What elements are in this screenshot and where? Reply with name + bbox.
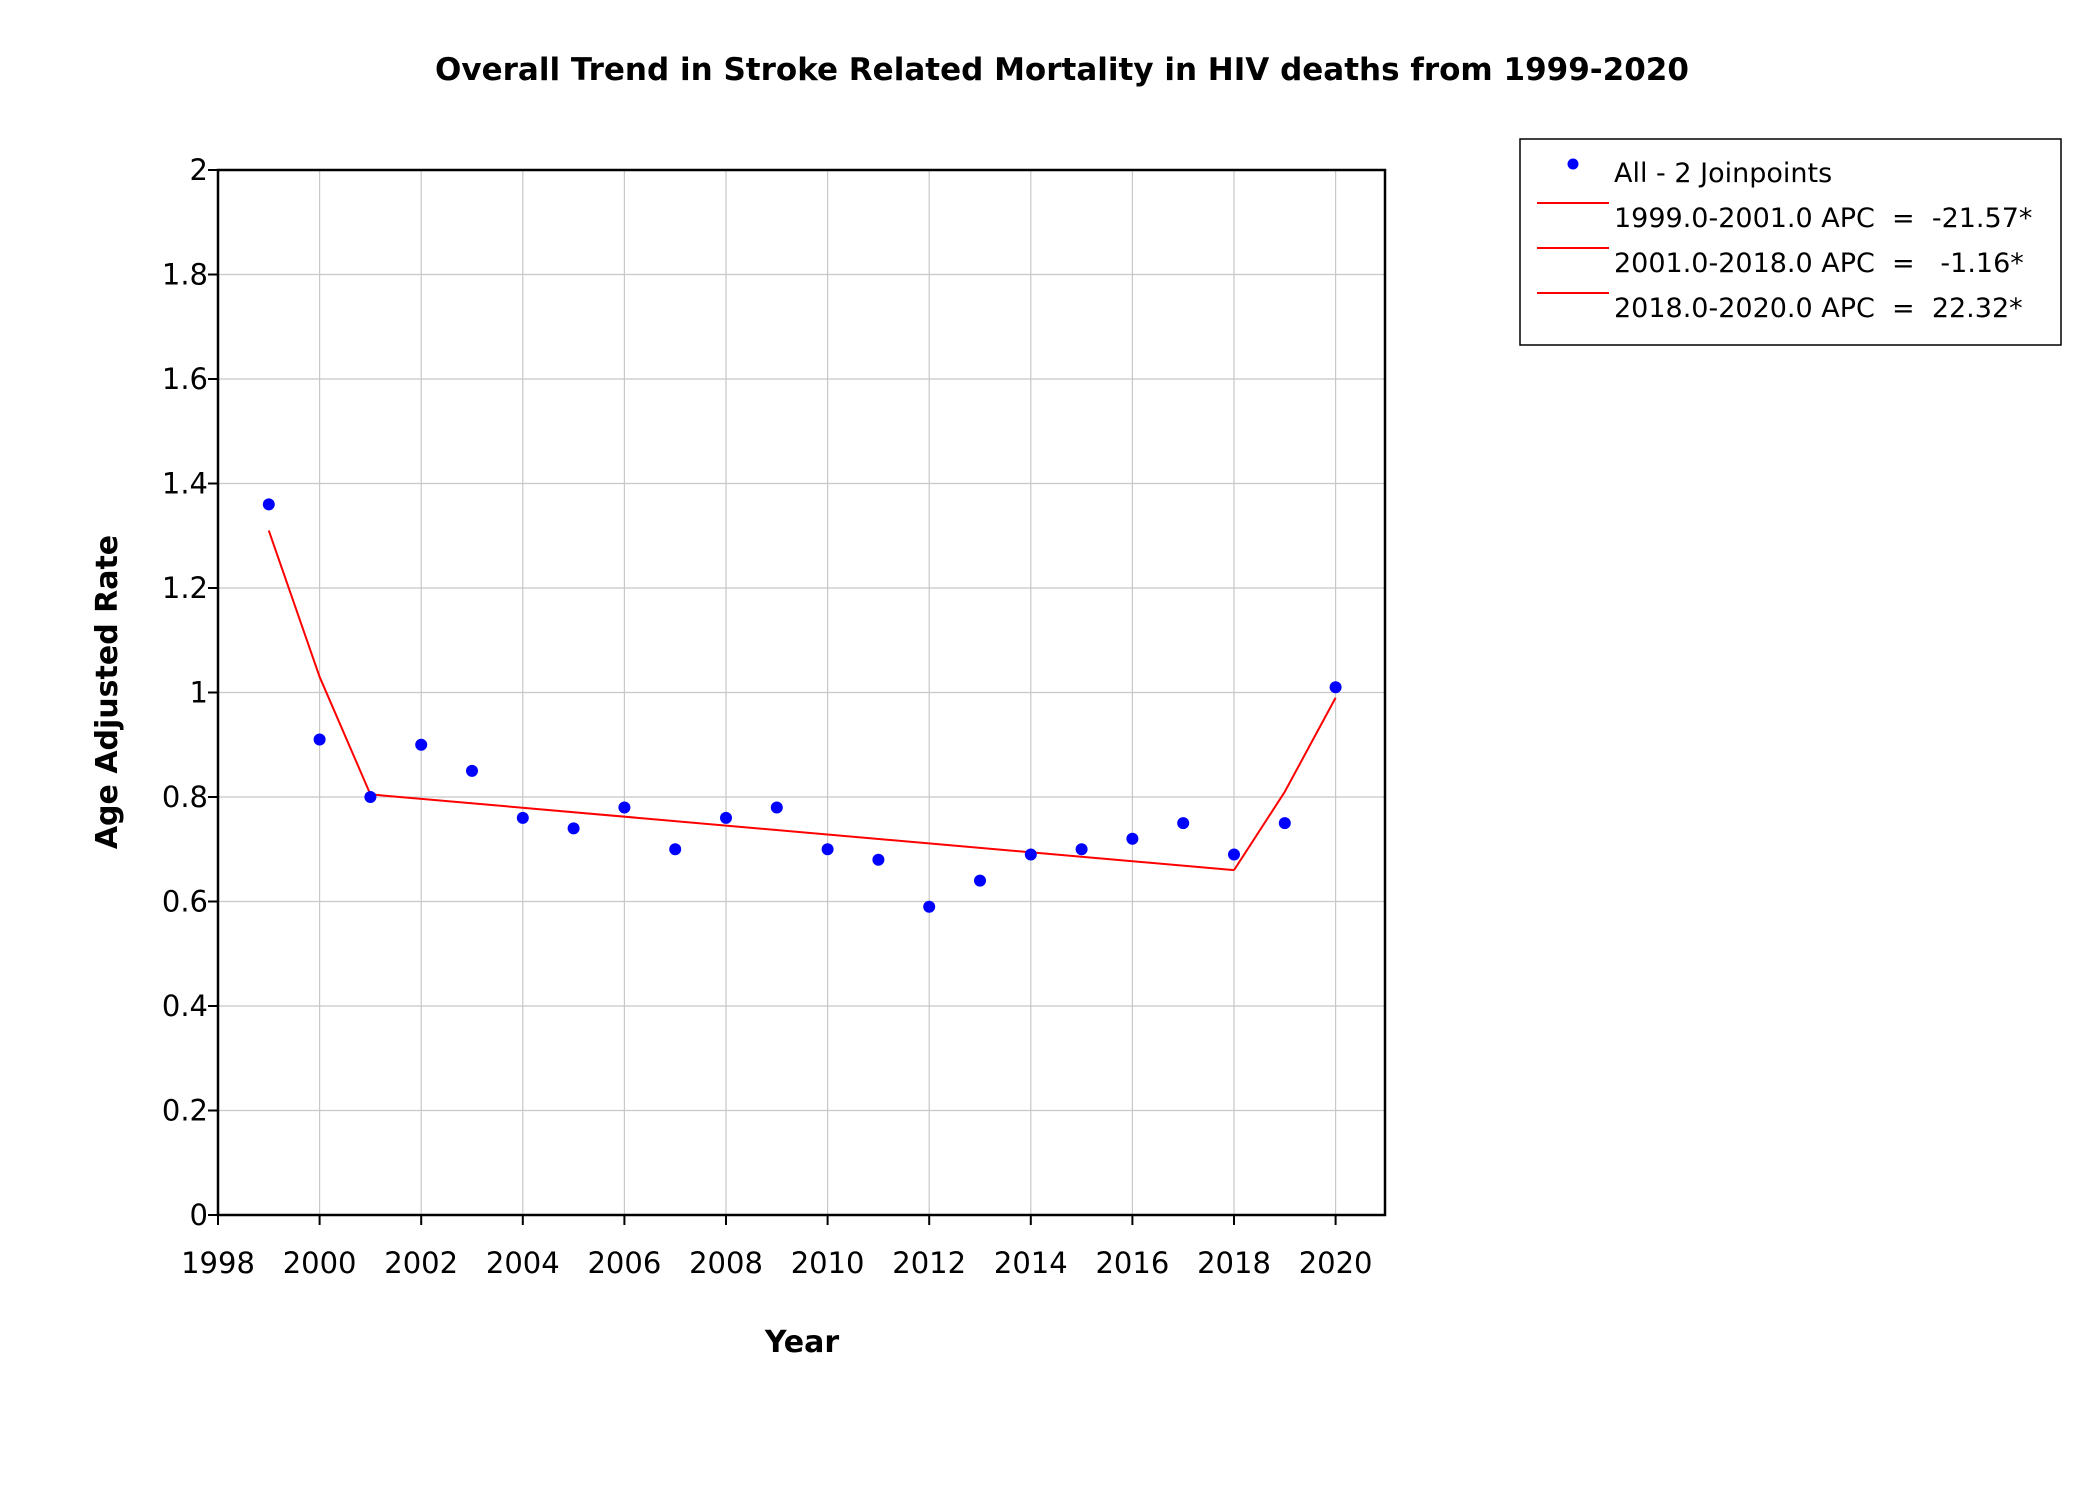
data-point-2006 (618, 801, 631, 814)
legend-label: 2001.0-2018.0 APC = -1.16* (1614, 248, 2024, 279)
y-tick-label: 1.8 (162, 258, 208, 292)
data-point-1999 (262, 498, 275, 511)
x-tick-label: 2010 (791, 1246, 865, 1280)
legend-label: All - 2 Joinpoints (1614, 158, 1832, 189)
data-point-2002 (415, 738, 428, 751)
data-point-2017 (1177, 817, 1190, 830)
x-tick-label: 2002 (384, 1246, 458, 1280)
y-tick-label: 1.2 (162, 571, 208, 605)
legend-marker-icon (1567, 158, 1579, 170)
data-point-2019 (1278, 817, 1291, 830)
grid (218, 170, 1385, 1215)
y-tick-label: 1.4 (162, 467, 208, 501)
trend-segment-1 (267, 530, 372, 795)
x-tick-label: 2006 (587, 1246, 661, 1280)
data-points (262, 498, 1342, 913)
data-point-2013 (974, 874, 986, 887)
x-tick-label: 2016 (1095, 1246, 1169, 1280)
trend-lines (267, 530, 1337, 872)
legend: All - 2 Joinpoints 1999.0-2001.0 APC = -2… (1519, 138, 2062, 346)
x-tick-label: 2014 (994, 1246, 1068, 1280)
y-tick-label: 0.8 (162, 780, 208, 814)
x-tick-label: 2020 (1299, 1246, 1373, 1280)
x-tick-label: 2012 (892, 1246, 966, 1280)
data-point-2014 (1024, 848, 1037, 861)
plot-frame (216, 168, 1387, 1217)
y-axis-label: Age Adjusted Rate (90, 535, 125, 849)
x-tick-label: 2004 (486, 1246, 560, 1280)
data-point-2015 (1075, 843, 1088, 856)
y-tick-label: 1 (190, 676, 208, 710)
data-point-2018 (1228, 848, 1240, 861)
legend-label: 1999.0-2001.0 APC = -21.57* (1614, 203, 2032, 234)
data-point-2012 (923, 900, 936, 913)
data-point-2016 (1126, 832, 1139, 845)
y-tick-label: 0.2 (162, 1094, 208, 1128)
data-point-2000 (313, 733, 326, 746)
x-tick-label: 2018 (1197, 1246, 1271, 1280)
data-point-2001 (364, 791, 377, 803)
data-point-2008 (720, 811, 732, 824)
y-tick-label: 2 (190, 153, 208, 187)
axis-ticks: 0 0.2 0.4 0.6 0.8 1 1.2 1.4 1.6 1.8 2 1998 2000 2002 2… (162, 153, 1373, 1280)
data-point-2011 (872, 853, 885, 866)
data-point-2003 (466, 764, 478, 777)
x-tick-label: 1998 (181, 1246, 255, 1280)
trend-segment-3 (1233, 697, 1337, 871)
chart-title: Overall Trend in Stroke Related Mortalit… (435, 52, 1689, 88)
data-point-2005 (567, 822, 580, 835)
data-point-2020 (1329, 681, 1342, 694)
data-point-2010 (821, 843, 834, 856)
legend-label: 2018.0-2020.0 APC = 22.32* (1614, 293, 2023, 324)
data-point-2004 (516, 811, 529, 824)
x-axis-label: Year (764, 1325, 840, 1360)
legend-box (1519, 138, 2062, 346)
y-tick-label: 0.4 (162, 989, 208, 1023)
y-tick-label: 0.6 (162, 885, 208, 919)
trend-segment-2 (370, 793, 1235, 872)
data-point-2007 (669, 843, 682, 856)
y-tick-label: 0 (190, 1198, 208, 1232)
x-tick-label: 2000 (283, 1246, 357, 1280)
data-point-2009 (770, 801, 783, 814)
x-tick-label: 2008 (689, 1246, 763, 1280)
y-tick-label: 1.6 (162, 362, 208, 396)
